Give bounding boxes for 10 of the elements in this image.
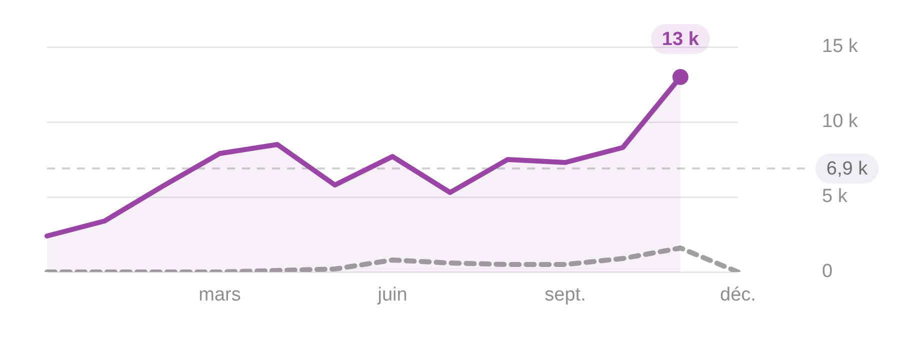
ref-line-label: 6,9 k xyxy=(826,158,868,180)
x-tick-label: déc. xyxy=(720,284,756,306)
y-tick-label: 15 k xyxy=(822,36,858,58)
y-tick-label: 5 k xyxy=(822,186,848,208)
y-tick-label: 0 xyxy=(822,261,833,282)
x-tick-label: mars xyxy=(198,284,241,306)
y-tick-label: 10 k xyxy=(822,111,858,132)
x-tick-label: sept. xyxy=(544,284,586,306)
data-label: 13 k xyxy=(662,29,700,50)
x-tick-label: juin xyxy=(376,284,408,306)
